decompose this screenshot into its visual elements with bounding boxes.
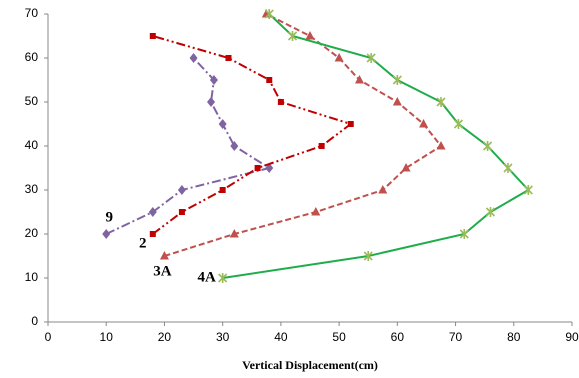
x-tick-label: 10 <box>100 330 114 344</box>
marker <box>229 229 239 238</box>
marker <box>401 163 411 172</box>
marker <box>219 187 226 193</box>
series-line <box>105 57 272 235</box>
marker <box>436 141 446 150</box>
x-tick-label: 80 <box>507 330 521 344</box>
y-tick-label: 40 <box>25 138 39 152</box>
marker <box>436 97 446 107</box>
series-line <box>164 13 443 257</box>
marker <box>363 251 373 261</box>
marker <box>254 165 261 171</box>
marker <box>287 31 298 41</box>
marker <box>347 121 354 127</box>
y-tick-label: 60 <box>25 50 39 64</box>
marker <box>218 119 227 129</box>
y-tick-label: 0 <box>31 314 38 328</box>
marker <box>483 141 493 151</box>
marker <box>159 251 169 260</box>
marker <box>149 231 156 237</box>
marker <box>366 53 376 63</box>
marker <box>392 75 402 85</box>
x-tick-label: 0 <box>45 330 52 344</box>
y-tick-label: 20 <box>25 226 39 240</box>
x-tick-label: 50 <box>332 330 346 344</box>
marker <box>177 185 186 195</box>
x-tick-label: 90 <box>565 330 579 344</box>
x-tick-label: 60 <box>391 330 405 344</box>
legend-label: 2 <box>139 235 147 251</box>
marker <box>311 207 321 216</box>
marker <box>218 273 228 283</box>
y-tick-label: 70 <box>25 6 39 20</box>
marker <box>485 207 496 217</box>
marker <box>266 77 273 83</box>
marker <box>354 75 364 84</box>
x-tick-label: 70 <box>449 330 463 344</box>
legend-label: 3A <box>153 263 172 279</box>
legend-label: 4A <box>197 269 216 285</box>
marker <box>305 31 315 40</box>
marker <box>277 99 284 105</box>
marker <box>503 163 513 173</box>
y-tick-label: 50 <box>25 94 39 108</box>
marker <box>189 53 198 63</box>
marker <box>149 33 156 39</box>
y-tick-label: 30 <box>25 182 39 196</box>
series-line <box>152 35 353 235</box>
marker <box>378 185 388 194</box>
marker <box>318 143 325 149</box>
marker <box>459 229 469 239</box>
x-tick-label: 40 <box>274 330 288 344</box>
marker <box>453 119 464 129</box>
marker <box>207 97 216 107</box>
marker <box>419 119 429 128</box>
y-tick-label: 10 <box>25 270 39 284</box>
marker <box>523 185 533 195</box>
x-tick-label: 20 <box>158 330 172 344</box>
marker <box>178 209 185 215</box>
marker <box>148 207 157 217</box>
marker <box>392 97 402 106</box>
series-line <box>222 13 530 279</box>
legend-label: 9 <box>105 209 113 225</box>
marker <box>102 229 111 239</box>
x-axis-label: Vertical Displacement(cm) <box>242 358 378 372</box>
marker <box>225 55 232 61</box>
x-tick-label: 30 <box>216 330 230 344</box>
marker <box>209 75 218 85</box>
marker <box>334 53 344 62</box>
marker <box>264 9 274 19</box>
marker <box>230 141 239 151</box>
